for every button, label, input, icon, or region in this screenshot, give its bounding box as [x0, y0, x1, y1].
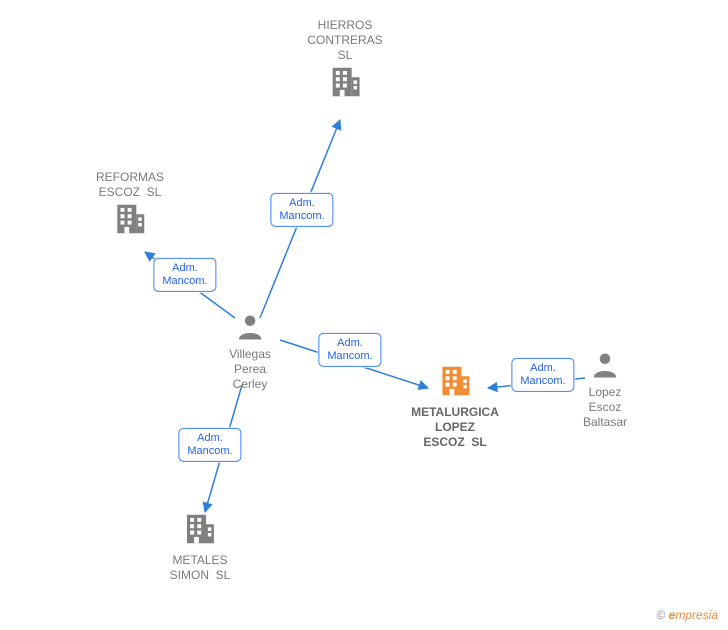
edge-label: Adm. Mancom.	[153, 258, 216, 292]
person-icon	[235, 312, 265, 347]
edge-label: Adm. Mancom.	[270, 193, 333, 227]
edge-label: Adm. Mancom.	[511, 358, 574, 392]
brand-text: empresia	[669, 608, 718, 622]
building-icon	[181, 510, 219, 553]
copyright-symbol: ©	[656, 608, 665, 622]
edge-label: Adm. Mancom.	[178, 428, 241, 462]
node-label: METALURGICA LOPEZ ESCOZ SL	[411, 405, 499, 450]
node-label: REFORMAS ESCOZ SL	[96, 170, 164, 200]
person-icon	[590, 350, 620, 385]
node-label: HIERROS CONTRERAS SL	[307, 18, 382, 63]
watermark: © empresia	[656, 608, 718, 622]
node-villegas[interactable]: Villegas Perea Cerley	[229, 312, 271, 392]
building-icon	[111, 200, 149, 243]
node-lopez[interactable]: Lopez Escoz Baltasar	[583, 350, 627, 430]
node-label: Lopez Escoz Baltasar	[583, 385, 627, 430]
edge-label: Adm. Mancom.	[318, 333, 381, 367]
diagram-canvas: HIERROS CONTRERAS SL REFORMAS ESCOZ SL	[0, 0, 728, 630]
node-reformas[interactable]: REFORMAS ESCOZ SL	[96, 170, 164, 243]
node-label: METALES SIMON SL	[170, 553, 231, 583]
node-label: Villegas Perea Cerley	[229, 347, 271, 392]
node-metales[interactable]: METALES SIMON SL	[170, 510, 231, 583]
node-hierros[interactable]: HIERROS CONTRERAS SL	[307, 18, 382, 106]
node-metalurgica[interactable]: METALURGICA LOPEZ ESCOZ SL	[411, 362, 499, 450]
building-icon	[436, 362, 474, 405]
building-icon	[326, 63, 364, 106]
